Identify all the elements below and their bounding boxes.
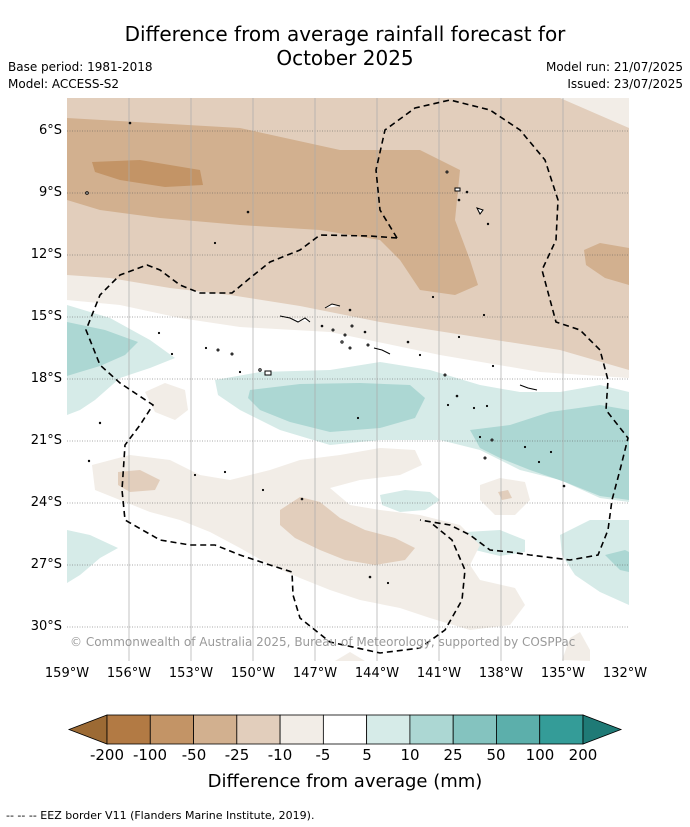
wet-patch-a — [380, 490, 440, 512]
map-title-line1: Difference from average rainfall forecas… — [124, 22, 566, 46]
wet-core-east — [470, 405, 629, 500]
colorbar-label-50: 50 — [486, 746, 506, 764]
lat-label-30s: 30°S — [30, 619, 62, 634]
lon-label-144w: 144°W — [354, 666, 400, 681]
colorbar-label-neg50: -50 — [181, 746, 207, 764]
colorbar-segment — [409, 714, 454, 745]
lon-label-150w: 150°W — [230, 666, 276, 681]
wet-core-west — [67, 322, 138, 376]
lat-label-27s: 27°S — [30, 557, 62, 572]
colorbar-title: Difference from average (mm) — [207, 771, 483, 792]
eez-legend-footer: -- -- -- EEZ border V11 (Flanders Marine… — [6, 809, 315, 822]
colorbar-segment — [452, 714, 497, 745]
colorbar-segment — [366, 714, 411, 745]
eez-borders — [85, 99, 629, 654]
colorbar-label-5: 5 — [362, 746, 372, 764]
wet-patch-e — [605, 550, 629, 572]
lon-label-153w: 153°W — [168, 666, 214, 681]
colorbar-label-10: 10 — [400, 746, 420, 764]
dry-core — [92, 160, 203, 187]
lon-label-147w: 147°W — [292, 666, 338, 681]
colorbar-extend-low — [67, 714, 108, 745]
lon-label-135w: 135°W — [540, 666, 586, 681]
lon-label-132w: 132°W — [602, 666, 648, 681]
lat-label-15s: 15°S — [30, 309, 62, 324]
lat-label-6s: 6°S — [38, 123, 62, 138]
wet-core-central — [248, 383, 425, 432]
model-run-text: Model run: 21/07/2025 — [545, 60, 683, 74]
lon-label-138w: 138°W — [478, 666, 524, 681]
dry-patch-se — [562, 632, 590, 661]
colorbar-label-200: 200 — [568, 746, 598, 764]
issued-text: Issued: 23/07/2025 — [567, 77, 683, 91]
colorbar-label-100: 100 — [525, 746, 555, 764]
colorbar-segment — [236, 714, 281, 745]
meta-right: Model run: 21/07/2025 Issued: 23/07/2025 — [546, 59, 683, 93]
lat-label-24s: 24°S — [30, 495, 62, 510]
wet-patch-c — [67, 530, 118, 583]
map-field — [67, 98, 629, 661]
colorbar-segment — [496, 714, 541, 745]
graticule — [67, 130, 629, 628]
lat-label-21s: 21°S — [30, 433, 62, 448]
wet-patch-d — [560, 520, 629, 605]
dry-patch-east-s-core — [498, 490, 512, 500]
dry-patch-east — [584, 243, 629, 285]
colorbar-label-neg200: -200 — [89, 746, 125, 764]
model-text: Model: ACCESS-S2 — [8, 77, 120, 91]
lat-label-12s: 12°S — [30, 247, 62, 262]
colorbar-label-25: 25 — [443, 746, 463, 764]
map-title: Difference from average rainfall forecas… — [0, 22, 690, 70]
colorbar-segment — [279, 714, 324, 745]
meta-left: Base period: 1981-2018 Model: ACCESS-S2 — [8, 59, 153, 93]
dry-patch-s — [335, 652, 365, 661]
colorbar-segment — [322, 714, 368, 745]
copyright-credit: © Commonwealth of Australia 2025, Bureau… — [70, 635, 576, 649]
dry-south-moderate — [280, 497, 415, 565]
colorbar-segment — [106, 714, 151, 745]
dry-region-strong — [67, 118, 478, 295]
colorbar-label-neg5: -5 — [315, 746, 331, 764]
islands — [85, 121, 566, 585]
colorbar-extend-high — [582, 714, 623, 745]
wet-patch-b — [466, 530, 525, 556]
dry-patch-west — [118, 470, 160, 492]
dry-patch-mid — [145, 383, 188, 420]
colorbar-label-neg10: -10 — [267, 746, 293, 764]
colorbar-label-neg25: -25 — [224, 746, 250, 764]
lon-label-141w: 141°W — [416, 666, 462, 681]
base-period-text: Base period: 1981-2018 — [8, 60, 153, 74]
lon-label-159w: 159°W — [44, 666, 90, 681]
colorbar-segment — [149, 714, 194, 745]
lat-label-18s: 18°S — [30, 371, 62, 386]
lat-label-9s: 9°S — [38, 185, 62, 200]
colorbar-segment — [193, 714, 238, 745]
colorbar-label-neg100: -100 — [132, 746, 168, 764]
lon-label-156w: 156°W — [106, 666, 152, 681]
map-title-line2: October 2025 — [276, 46, 414, 70]
colorbar-segment — [539, 714, 584, 745]
